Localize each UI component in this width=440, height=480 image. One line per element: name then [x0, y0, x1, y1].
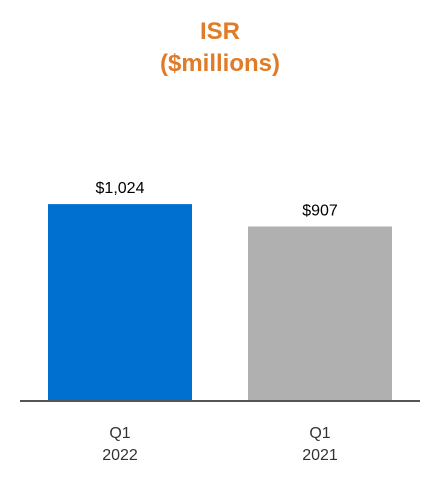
value-label: $1,024: [96, 180, 145, 197]
x-tick-label-year: 2021: [302, 447, 338, 464]
bar-q1-2022: [48, 204, 192, 400]
value-label: $907: [302, 202, 338, 219]
value-labels-group: $1,024 $907: [96, 180, 338, 219]
x-tick-label-quarter: Q1: [109, 425, 130, 442]
bar-q1-2021: [248, 226, 392, 400]
x-tick-label-quarter: Q1: [309, 425, 330, 442]
chart-title: ISR: [199, 18, 240, 45]
bars-group: [48, 204, 392, 400]
x-tick-labels-group: Q1 2022 Q1 2021: [102, 425, 338, 464]
chart-subtitle: ($millions): [159, 50, 280, 77]
x-tick-label-year: 2022: [102, 447, 138, 464]
